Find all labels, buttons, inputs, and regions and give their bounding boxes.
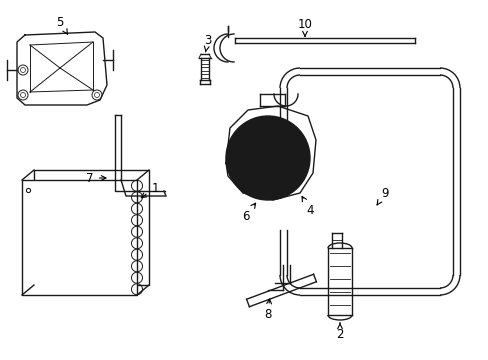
Text: 1: 1 bbox=[141, 181, 159, 198]
Text: 10: 10 bbox=[297, 18, 312, 36]
Text: 2: 2 bbox=[336, 323, 343, 342]
Text: 9: 9 bbox=[376, 186, 388, 205]
Text: 3: 3 bbox=[204, 33, 211, 52]
Text: 6: 6 bbox=[242, 203, 255, 222]
Circle shape bbox=[261, 152, 274, 164]
Text: 5: 5 bbox=[56, 15, 67, 34]
Text: 7: 7 bbox=[86, 171, 106, 185]
Circle shape bbox=[225, 116, 309, 200]
Text: 8: 8 bbox=[264, 299, 271, 321]
Polygon shape bbox=[22, 180, 137, 295]
Text: 4: 4 bbox=[302, 197, 313, 216]
